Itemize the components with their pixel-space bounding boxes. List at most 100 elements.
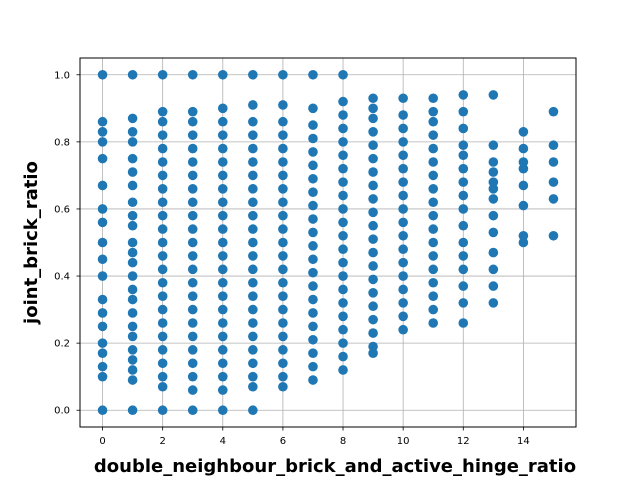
scatter-point: [187, 304, 198, 315]
scatter-point: [278, 69, 288, 80]
scatter-point: [488, 247, 499, 258]
scatter-point: [127, 137, 138, 147]
scatter-point: [428, 157, 439, 167]
scatter-point: [488, 281, 499, 291]
scatter-point: [338, 123, 348, 134]
scatter-point: [338, 190, 348, 201]
scatter-point: [518, 157, 529, 167]
scatter-point: [338, 110, 348, 120]
scatter-point: [187, 210, 198, 221]
scatter-point: [187, 405, 198, 416]
scatter-point: [248, 224, 258, 234]
scatter-point: [157, 237, 168, 248]
scatter-point: [398, 284, 408, 295]
scatter-point: [308, 133, 318, 144]
scatter-point: [428, 93, 439, 104]
scatter-point: [187, 318, 198, 328]
scatter-point: [248, 318, 258, 328]
scatter-point: [97, 308, 108, 318]
scatter-point: [187, 130, 198, 140]
scatter-point: [458, 204, 469, 214]
scatter-point: [248, 405, 258, 416]
scatter-point: [368, 234, 378, 244]
scatter-point: [187, 264, 198, 275]
scatter-point: [217, 345, 228, 355]
scatter-point: [278, 237, 288, 248]
scatter-point: [338, 230, 348, 241]
scatter-point: [217, 251, 228, 261]
scatter-point: [248, 277, 258, 288]
scatter-point: [458, 220, 469, 231]
scatter-point: [548, 177, 559, 187]
scatter-point: [157, 210, 168, 221]
scatter-point: [398, 110, 408, 120]
scatter-point: [398, 163, 408, 174]
scatter-point: [97, 371, 108, 382]
scatter-point: [428, 116, 439, 127]
scatter-point: [97, 137, 108, 147]
scatter-point: [248, 184, 258, 194]
scatter-point: [217, 358, 228, 369]
scatter-point: [458, 264, 469, 275]
scatter-point: [217, 405, 228, 416]
scatter-point: [278, 304, 288, 315]
scatter-point: [127, 345, 138, 355]
scatter-point: [368, 328, 378, 338]
scatter-point: [157, 116, 168, 127]
scatter-point: [127, 405, 138, 416]
scatter-point: [278, 130, 288, 140]
scatter-point: [548, 140, 559, 151]
scatter-point: [308, 308, 318, 318]
scatter-point: [338, 204, 348, 214]
scatter-point: [97, 153, 108, 164]
scatter-point: [97, 271, 108, 281]
scatter-point: [458, 177, 469, 187]
scatter-point: [157, 405, 168, 416]
scatter-point: [278, 116, 288, 127]
scatter-point: [127, 294, 138, 305]
scatter-point: [488, 194, 499, 204]
scatter-point: [217, 224, 228, 234]
scatter-point: [338, 177, 348, 187]
scatter-point: [187, 385, 198, 395]
scatter-point: [217, 331, 228, 342]
scatter-point: [428, 318, 439, 328]
scatter-point: [127, 113, 138, 124]
scatter-point: [518, 200, 529, 211]
x-tick-label: 8: [340, 436, 346, 447]
scatter-point: [157, 371, 168, 382]
scatter-point: [458, 106, 469, 117]
scatter-point: [368, 93, 378, 104]
scatter-point: [217, 143, 228, 154]
scatter-point: [308, 200, 318, 211]
scatter-point: [157, 318, 168, 328]
scatter-point: [458, 150, 469, 161]
scatter-point: [127, 247, 138, 258]
scatter-point: [248, 130, 258, 140]
scatter-point: [97, 338, 108, 348]
scatter-point: [308, 69, 318, 80]
scatter-point: [127, 167, 138, 177]
scatter-point: [398, 93, 408, 104]
scatter-point: [368, 274, 378, 285]
scatter-point: [338, 324, 348, 335]
scatter-point: [488, 177, 499, 187]
scatter-point: [488, 140, 499, 151]
y-axis-label: joint_brick_ratio: [21, 161, 42, 325]
scatter-point: [97, 180, 108, 191]
scatter-point: [518, 230, 529, 241]
scatter-point: [217, 116, 228, 127]
scatter-point: [217, 157, 228, 167]
scatter-point: [428, 237, 439, 248]
y-axis-ticks: 0.0 0.2 0.4 0.6 0.8 1.0: [54, 70, 80, 417]
scatter-point: [217, 130, 228, 140]
scatter-point: [187, 345, 198, 355]
scatter-point: [127, 321, 138, 332]
scatter-point: [428, 197, 439, 208]
scatter-point: [458, 298, 469, 308]
scatter-point: [187, 184, 198, 194]
scatter-point: [97, 127, 108, 137]
scatter-point: [458, 237, 469, 248]
scatter-point: [398, 298, 408, 308]
scatter-point: [458, 318, 469, 328]
